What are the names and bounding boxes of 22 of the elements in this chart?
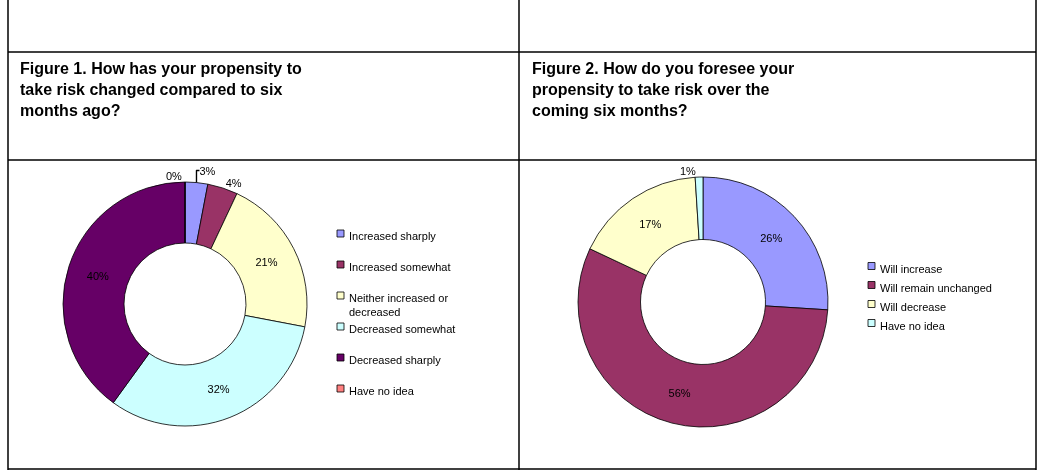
legend-label: Will decrease [880,301,947,313]
data-label: 32% [207,383,230,396]
data-label: 3% [199,164,216,177]
legend-label: Increased somewhat [349,261,451,273]
legend-label: Neither increased or decreased [349,292,449,319]
legend-label: Decreased somewhat [349,323,456,335]
legend-label: Increased sharply [349,230,437,242]
chart-title: Figure 1. How has your propensity to take risk changed compared to six months ago? [20,60,303,119]
legend-label: Have no idea [349,385,415,397]
data-label: 17% [639,218,662,231]
chart-title: Figure 2. How do you foresee your propensity to take risk over the coming six months? [532,60,795,119]
data-label: 40% [86,269,110,282]
text: 0% [165,170,182,182]
legend-label: Will increase [880,263,943,275]
data-label: 56% [668,386,691,399]
legend-label: Have no idea [880,320,946,332]
legend-label: Will remain unchanged [880,282,992,294]
data-label: 21% [255,256,278,269]
data-label: 4% [225,176,242,189]
legend-label: Decreased sharply [349,354,442,366]
data-label: 1% [679,165,697,178]
data-label: 26% [760,231,783,244]
